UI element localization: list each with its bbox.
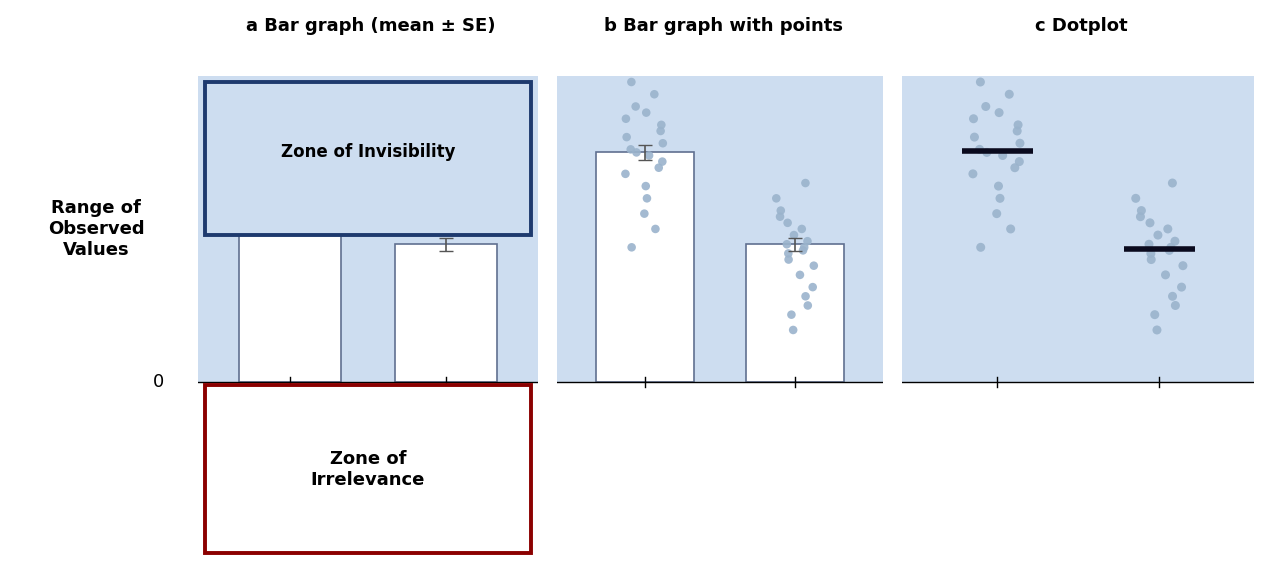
Point xyxy=(783,231,804,240)
Point xyxy=(1007,126,1028,135)
Point xyxy=(644,90,664,99)
Point xyxy=(616,169,636,178)
Bar xyxy=(596,152,694,382)
Point xyxy=(977,148,997,157)
Point xyxy=(1148,231,1169,240)
Point xyxy=(1161,243,1181,252)
Point xyxy=(1147,325,1167,335)
Bar xyxy=(205,82,531,235)
Point xyxy=(791,224,812,234)
Point xyxy=(1010,139,1030,148)
Point xyxy=(1130,212,1151,222)
Point xyxy=(794,243,814,252)
Text: a Bar graph (mean ± SE): a Bar graph (mean ± SE) xyxy=(247,17,495,35)
Point xyxy=(634,209,654,218)
Text: Zone of Invisibility: Zone of Invisibility xyxy=(280,143,456,162)
Point xyxy=(1162,179,1183,188)
Point xyxy=(804,261,824,270)
Bar xyxy=(205,385,531,553)
Point xyxy=(626,148,646,157)
Point xyxy=(989,194,1010,203)
Point xyxy=(970,78,991,87)
Point xyxy=(1125,194,1146,203)
Point xyxy=(650,126,671,135)
Point xyxy=(1160,246,1180,255)
Bar xyxy=(902,76,1254,382)
Point xyxy=(645,224,666,234)
Point xyxy=(621,78,641,87)
Point xyxy=(988,182,1009,191)
Point xyxy=(626,102,646,111)
Point xyxy=(797,301,818,310)
Point xyxy=(616,114,636,123)
Bar xyxy=(198,76,538,382)
Text: Range of
Observed
Values: Range of Observed Values xyxy=(47,199,145,259)
Point xyxy=(1156,270,1176,279)
Text: c Dotplot: c Dotplot xyxy=(1036,17,1128,35)
Bar xyxy=(239,152,340,382)
Point xyxy=(998,90,1019,99)
Point xyxy=(636,194,657,203)
Point xyxy=(636,108,657,117)
Point xyxy=(975,102,996,111)
Point xyxy=(1171,283,1192,292)
Point xyxy=(778,255,799,264)
Point xyxy=(653,139,673,148)
Point xyxy=(1162,292,1183,301)
Point xyxy=(1165,301,1185,310)
Point xyxy=(765,194,786,203)
Point xyxy=(1007,120,1028,130)
Point xyxy=(1165,236,1185,246)
Point xyxy=(964,114,984,123)
Point xyxy=(969,145,989,154)
Bar xyxy=(557,76,883,382)
Text: b Bar graph with points: b Bar graph with points xyxy=(604,17,842,35)
Point xyxy=(617,132,637,142)
Point xyxy=(652,157,672,166)
Point xyxy=(781,310,801,319)
Bar xyxy=(396,244,497,382)
Point xyxy=(792,246,813,255)
Point xyxy=(992,151,1012,160)
Point xyxy=(1144,310,1165,319)
Point xyxy=(797,236,818,246)
Point xyxy=(652,120,672,130)
Point xyxy=(964,132,984,142)
Point xyxy=(639,151,659,160)
Point xyxy=(635,182,655,191)
Point xyxy=(1132,206,1152,215)
Point xyxy=(1001,224,1021,234)
Point xyxy=(1009,157,1029,166)
Point xyxy=(795,292,815,301)
Point xyxy=(803,283,823,292)
Point xyxy=(621,145,641,154)
Point xyxy=(649,163,669,172)
Point xyxy=(771,206,791,215)
Text: 0: 0 xyxy=(154,373,164,391)
Point xyxy=(1005,163,1025,172)
Point xyxy=(769,212,790,222)
Point xyxy=(1140,255,1161,264)
Point xyxy=(621,243,641,252)
Point xyxy=(970,243,991,252)
Point xyxy=(777,240,797,249)
Point xyxy=(790,270,810,279)
Point xyxy=(777,218,797,227)
Point xyxy=(778,249,799,258)
Text: Zone of
Irrelevance: Zone of Irrelevance xyxy=(311,450,425,489)
Point xyxy=(795,179,815,188)
Bar xyxy=(746,244,844,382)
Point xyxy=(1157,224,1178,234)
Point xyxy=(1139,240,1160,249)
Point xyxy=(1140,249,1161,258)
Point xyxy=(987,209,1007,218)
Point xyxy=(1139,218,1160,227)
Point xyxy=(783,325,804,335)
Point xyxy=(1172,261,1193,270)
Point xyxy=(963,169,983,178)
Point xyxy=(989,108,1010,117)
